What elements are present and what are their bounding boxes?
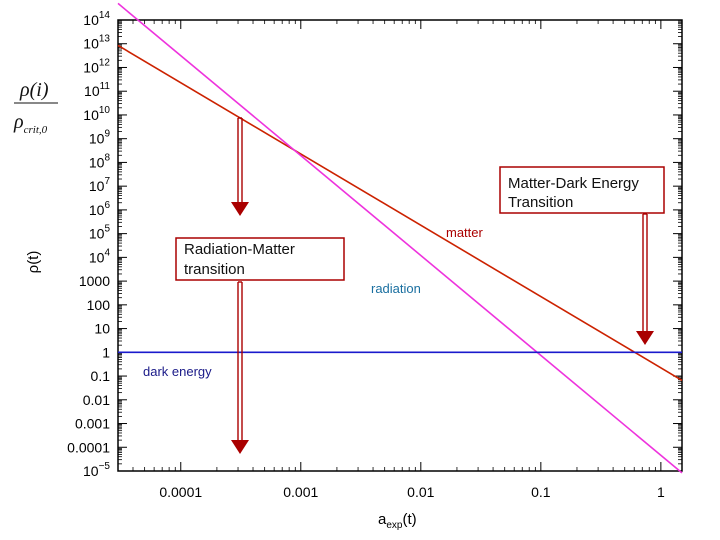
x-axis-label-tail: (t): [402, 511, 416, 528]
y-tick-label: 1011: [84, 81, 110, 99]
svg-text:aexp(t): aexp(t): [378, 511, 417, 531]
y-tick-label: 10−5: [83, 461, 110, 479]
formula-denominator-sub: crit,0: [24, 124, 48, 136]
y-tick-label-exp: 12: [99, 57, 111, 68]
y-tick-label-exp: 9: [104, 129, 110, 140]
x-axis-label-main: a: [378, 511, 387, 528]
y-tick-label-base: 10: [89, 154, 105, 170]
series-label-radiation: radiation: [371, 281, 421, 296]
annotation-line-2: transition: [184, 261, 245, 278]
arrow-head: [231, 440, 249, 454]
transition-arrow: [231, 281, 249, 454]
y-tick-label: 1: [102, 344, 110, 360]
y-tick-label: 1014: [83, 10, 110, 28]
y-tick-label: 0.0001: [67, 439, 110, 455]
series-label-matter: matter: [446, 225, 484, 240]
y-tick-label-base: 10: [89, 131, 105, 147]
y-tick-label: 10: [94, 321, 110, 337]
svg-text:ρcrit,0: ρcrit,0: [13, 111, 48, 136]
y-tick-label: 108: [89, 152, 111, 170]
x-tick-label: 0.1: [531, 484, 551, 500]
annotation-line-1: Radiation-Matter: [184, 241, 295, 258]
y-tick-label: 1000: [79, 273, 110, 289]
series-lines: [117, 2, 683, 474]
y-tick-label: 109: [89, 129, 111, 147]
y-tick-label-exp: 13: [99, 34, 111, 45]
annotation-box: [499, 166, 665, 214]
y-tick-label: 105: [89, 224, 111, 242]
arrow-head: [231, 202, 249, 216]
y-tick-label: 1012: [83, 57, 110, 75]
transition-arrows: [231, 117, 654, 454]
y-tick-label: 0.001: [75, 416, 110, 432]
y-tick-label-exp: 10: [99, 105, 111, 116]
y-tick-label: 1010: [83, 105, 110, 123]
x-tick-label: 0.001: [283, 484, 318, 500]
series-line-radiation: [117, 2, 683, 474]
y-tick-label-exp: 8: [104, 152, 110, 163]
plot-frame: [117, 19, 683, 472]
y-tick-label: 0.01: [83, 392, 110, 408]
y-tick-label-base: 10: [89, 202, 105, 218]
y-tick-label-base: 10: [83, 107, 99, 123]
y-tick-label-exp: −5: [99, 461, 111, 472]
annotation-line-1: Matter-Dark Energy: [508, 175, 639, 192]
y-tick-label: 1013: [83, 34, 110, 52]
transition-arrow: [231, 117, 249, 216]
x-tick-label: 0.01: [407, 484, 434, 500]
annotation-line-2: Transition: [508, 194, 573, 211]
y-tick-label-base: 10: [89, 249, 105, 265]
y-tick-label-exp: 14: [99, 10, 111, 21]
arrow-head: [636, 331, 654, 345]
y-tick-label-base: 10: [83, 36, 99, 52]
annotation-radiation-matter: Radiation-Matter transition: [175, 237, 345, 281]
axis-ticks: [117, 19, 682, 472]
y-tick-label-base: 10: [89, 178, 105, 194]
y-axis-label: ρ(t): [25, 251, 42, 274]
y-tick-label-base: 10: [83, 12, 99, 28]
y-tick-label-base: 0.001: [75, 416, 110, 432]
y-tick-label: 106: [89, 200, 111, 218]
y-tick-label-base: 10: [83, 463, 99, 479]
x-axis-label-sub: exp: [386, 520, 403, 531]
y-tick-label-exp: 4: [104, 247, 110, 258]
transition-arrow: [636, 213, 654, 345]
y-tick-label-base: 0.0001: [67, 439, 110, 455]
y-tick-label-base: 100: [87, 297, 111, 313]
series-line-matter: [117, 44, 683, 382]
y-tick-label-exp: 5: [104, 224, 110, 235]
side-formula: ρ(i) ρcrit,0: [13, 79, 58, 136]
y-tick-label-base: 0.1: [91, 368, 111, 384]
y-tick-label-exp: 6: [104, 200, 110, 211]
y-tick-label: 0.1: [91, 368, 111, 384]
x-tick-labels: 0.0001 0.001 0.01 0.1 1: [159, 484, 665, 500]
y-tick-label-exp: 11: [100, 81, 111, 92]
x-tick-label: 1: [657, 484, 665, 500]
series-label-dark-energy: dark energy: [143, 364, 212, 379]
annotation-box: [175, 237, 345, 281]
y-tick-label-exp: 7: [104, 176, 110, 187]
formula-numerator: ρ(i): [19, 79, 49, 101]
formula-denominator-symbol: ρ: [13, 111, 24, 133]
y-tick-label-base: 1000: [79, 273, 110, 289]
y-tick-label-base: 10: [84, 83, 100, 99]
y-tick-label-base: 0.01: [83, 392, 110, 408]
x-axis-label: aexp(t): [378, 511, 417, 531]
y-tick-label-base: 10: [89, 226, 105, 242]
annotation-matter-dark-energy: Matter-Dark Energy Transition: [499, 166, 665, 214]
y-tick-label-base: 10: [83, 59, 99, 75]
y-tick-label: 100: [87, 297, 111, 313]
y-tick-label-base: 10: [94, 321, 110, 337]
y-tick-label-base: 1: [102, 344, 110, 360]
y-tick-label: 104: [89, 247, 111, 265]
y-tick-labels: 1014101310121011101010910810710610510410…: [67, 10, 110, 479]
y-tick-label: 107: [89, 176, 111, 194]
x-tick-label: 0.0001: [159, 484, 202, 500]
